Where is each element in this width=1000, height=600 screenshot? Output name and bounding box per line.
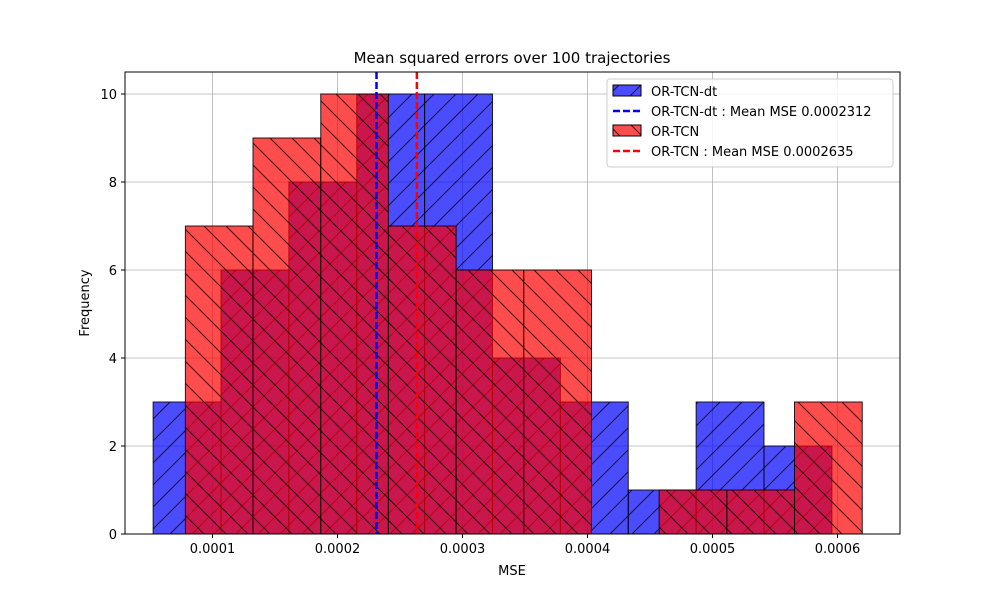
bar-or-tcn-2 xyxy=(320,93,389,534)
y-tick-label-5: 10 xyxy=(100,88,117,103)
x-tick-label-5: 0.0006 xyxy=(815,542,861,557)
y-axis-ticks: 0 2 4 6 8 10 xyxy=(100,88,125,543)
x-tick-label-3: 0.0004 xyxy=(565,542,611,557)
legend-entry-3: OR-TCN : Mean MSE 0.0002635 xyxy=(613,145,854,160)
chart-title: Mean squared errors over 100 trajectorie… xyxy=(354,49,671,67)
bar-or-tcn-4 xyxy=(455,269,525,534)
legend: OR-TCN-dt OR-TCN-dt : Mean MSE 0.0002312 O… xyxy=(606,78,894,168)
legend-box xyxy=(606,78,894,168)
legend-entry-2: OR-TCN xyxy=(612,124,699,140)
legend-label: OR-TCN-dt : Mean MSE 0.0002312 xyxy=(651,105,872,120)
bar-or-tcn-3 xyxy=(387,225,457,534)
x-tick-label-1: 0.0002 xyxy=(315,542,361,557)
y-tick-label-2: 4 xyxy=(109,352,117,367)
x-tick-label-4: 0.0005 xyxy=(690,542,736,557)
legend-label: OR-TCN xyxy=(651,125,699,140)
mean-lines xyxy=(375,72,419,534)
plot-frame xyxy=(124,71,901,535)
bar-or-tcn-1 xyxy=(252,137,322,534)
legend-label: OR-TCN-dt xyxy=(651,85,717,100)
histogram-bars xyxy=(152,93,863,534)
legend-entry-1: OR-TCN-dt : Mean MSE 0.0002312 xyxy=(613,105,872,120)
y-tick-label-3: 6 xyxy=(109,264,117,279)
legend-entry-0: OR-TCN-dt xyxy=(612,84,717,100)
y-tick-label-1: 2 xyxy=(109,440,117,455)
y-tick-label-0: 0 xyxy=(109,528,117,543)
bar-or-tcn-9 xyxy=(794,401,863,534)
x-axis-label: MSE xyxy=(498,564,526,579)
y-tick-label-4: 8 xyxy=(109,176,117,191)
x-axis-ticks: 0.0001 0.0002 0.0003 0.0004 0.0005 0.0006 xyxy=(190,534,861,557)
x-tick-label-2: 0.0003 xyxy=(440,542,486,557)
y-axis-label: Frequency xyxy=(78,269,93,336)
bar-or-tcn-7 xyxy=(658,489,728,534)
bar-or-tcn-0 xyxy=(184,225,254,534)
legend-label: OR-TCN : Mean MSE 0.0002635 xyxy=(651,145,854,160)
x-tick-label-0: 0.0001 xyxy=(190,542,236,557)
bar-or-tcn-8 xyxy=(726,489,795,534)
bar-or-tcn-5 xyxy=(523,269,592,534)
